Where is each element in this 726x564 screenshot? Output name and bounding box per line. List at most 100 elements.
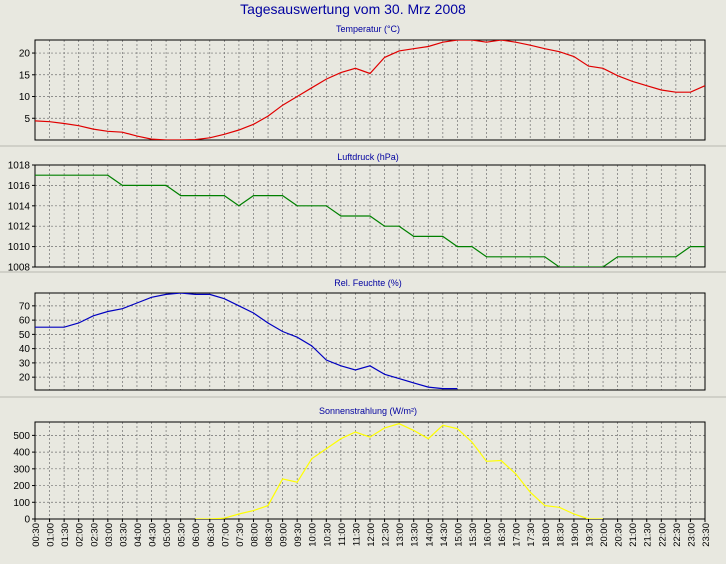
data-point xyxy=(180,292,181,293)
data-point xyxy=(267,505,268,506)
data-point xyxy=(515,42,516,43)
x-tick-label: 12:30 xyxy=(381,523,392,547)
data-point xyxy=(428,46,429,47)
data-point xyxy=(311,345,312,346)
x-tick-label: 06:30 xyxy=(206,523,217,547)
data-point xyxy=(340,438,341,439)
data-point xyxy=(20,120,21,121)
data-point xyxy=(224,195,225,196)
data-point xyxy=(471,39,472,40)
data-point xyxy=(573,266,574,267)
x-tick-label: 00:30 xyxy=(31,523,42,547)
data-point xyxy=(617,75,618,76)
x-tick-label: 17:30 xyxy=(526,523,537,547)
data-point xyxy=(399,423,400,424)
x-tick-label: 23:30 xyxy=(701,523,712,547)
x-tick-label: 11:00 xyxy=(337,523,348,546)
data-point xyxy=(530,256,531,257)
data-point xyxy=(501,460,502,461)
x-tick-label: 07:30 xyxy=(235,523,246,547)
data-point xyxy=(151,139,152,140)
y-tick-label: 20 xyxy=(19,49,31,60)
x-tick-label: 19:30 xyxy=(585,523,596,547)
data-point xyxy=(588,66,589,67)
data-point xyxy=(253,195,254,196)
data-point xyxy=(20,164,21,165)
data-point xyxy=(355,369,356,370)
data-point xyxy=(238,513,239,514)
data-point xyxy=(486,461,487,462)
y-tick-label: 1014 xyxy=(8,201,31,212)
data-point xyxy=(151,297,152,298)
y-tick-label: 50 xyxy=(19,330,31,341)
data-point xyxy=(471,246,472,247)
y-tick-label: 200 xyxy=(13,481,30,492)
x-tick-label: 16:00 xyxy=(483,523,494,547)
data-point xyxy=(166,185,167,186)
y-tick-label: 10 xyxy=(19,92,31,103)
data-point xyxy=(646,256,647,257)
panel-title: Sonnenstrahlung (W/m²) xyxy=(319,406,417,416)
data-point xyxy=(78,322,79,323)
x-tick-label: 09:00 xyxy=(279,523,290,547)
data-point xyxy=(442,236,443,237)
x-tick-label: 05:00 xyxy=(162,523,173,547)
page-title: Tagesauswertung vom 30. Mrz 2008 xyxy=(240,1,466,17)
data-point xyxy=(471,442,472,443)
data-point xyxy=(253,312,254,313)
data-point xyxy=(136,136,137,137)
y-tick-label: 5 xyxy=(24,114,30,125)
data-point xyxy=(384,374,385,375)
series-line xyxy=(195,423,603,519)
data-point xyxy=(340,72,341,73)
y-tick-label: 0 xyxy=(24,515,30,526)
data-point xyxy=(573,513,574,514)
panel-2: Luftdruck (hPa) 1008 1010 1012 1014 1016 1018 xyxy=(0,152,726,274)
data-point xyxy=(442,425,443,426)
data-point xyxy=(442,42,443,43)
x-tick-label: 16:30 xyxy=(497,523,508,547)
x-tick-label: 14:00 xyxy=(424,523,435,547)
data-point xyxy=(457,246,458,247)
x-tick-label: 13:00 xyxy=(395,523,406,547)
y-tick-label: 300 xyxy=(13,464,30,475)
data-point xyxy=(413,236,414,237)
data-point xyxy=(515,256,516,257)
data-point xyxy=(457,428,458,429)
y-tick-label: 70 xyxy=(19,301,31,312)
data-point xyxy=(93,175,94,176)
data-point xyxy=(267,322,268,323)
data-point xyxy=(297,96,298,97)
data-point xyxy=(209,137,210,138)
data-point xyxy=(64,175,65,176)
data-point xyxy=(297,482,298,483)
data-point xyxy=(282,478,283,479)
plot-frame xyxy=(34,39,706,141)
data-point xyxy=(224,134,225,135)
data-point xyxy=(573,56,574,57)
data-point xyxy=(384,226,385,227)
x-tick-label: 21:30 xyxy=(643,523,654,547)
y-tick-label: 20 xyxy=(19,373,31,384)
data-point xyxy=(428,438,429,439)
data-point xyxy=(602,266,603,267)
data-point xyxy=(166,139,167,140)
data-point xyxy=(661,89,662,90)
data-point xyxy=(544,48,545,49)
y-tick-label: 1012 xyxy=(8,222,31,233)
data-point xyxy=(486,256,487,257)
data-point xyxy=(267,116,268,117)
data-point xyxy=(369,365,370,366)
data-point xyxy=(253,510,254,511)
data-point xyxy=(238,305,239,306)
x-tick-label: 06:00 xyxy=(191,523,202,547)
data-point xyxy=(209,195,210,196)
data-point xyxy=(428,387,429,388)
data-point xyxy=(617,256,618,257)
y-tick-label: 500 xyxy=(13,431,30,442)
data-point xyxy=(486,42,487,43)
x-tick-label: 12:00 xyxy=(366,523,377,547)
data-point xyxy=(180,139,181,140)
data-point xyxy=(107,311,108,312)
